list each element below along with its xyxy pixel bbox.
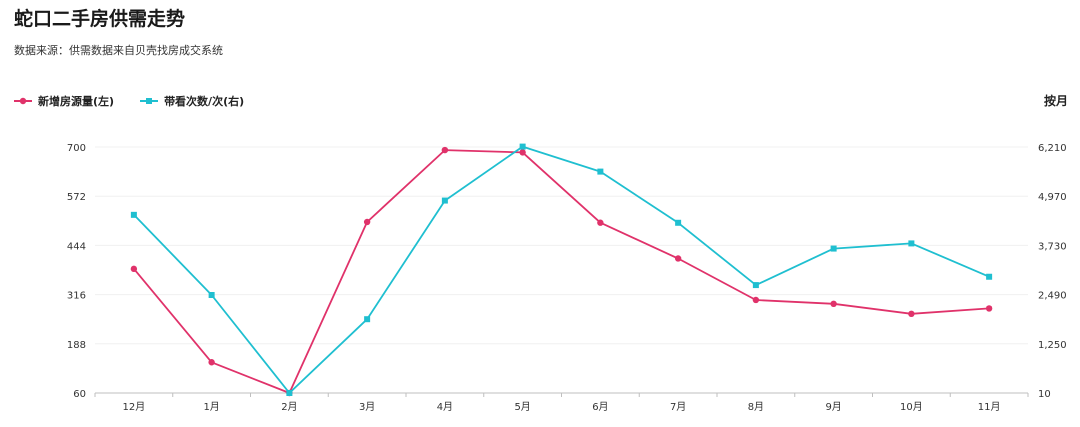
x-tick-label: 10月 (900, 401, 923, 413)
legend-swatch-viewings (140, 98, 159, 104)
data-point-listings (752, 296, 760, 304)
y-right-tick-label: 3,730 (1038, 241, 1067, 252)
y-left-tick-label: 572 (67, 192, 86, 203)
chart-title: 蛇口二手房供需走势 (14, 8, 186, 30)
legend-label-listings: 新增房源量(左) (38, 95, 115, 108)
data-point-listings (985, 305, 993, 312)
data-point-listings (597, 219, 604, 226)
data-point-listings (908, 310, 915, 318)
x-tick-label: 2月 (281, 401, 297, 413)
data-point-listings (363, 218, 371, 226)
y-left-tick-label: 60 (73, 389, 86, 400)
y-left-tick-label: 700 (67, 143, 86, 154)
data-point-viewings (208, 291, 215, 298)
period-selector[interactable]: 按月 (1043, 94, 1068, 108)
data-point-listings (208, 359, 215, 366)
x-tick-label: 12月 (123, 401, 146, 413)
legend: 新增房源量(左) 带看次数/次(右) (14, 93, 244, 109)
series-line-viewings (133, 145, 990, 394)
y-left-tick-label: 316 (67, 291, 86, 302)
data-point-viewings (519, 143, 526, 150)
data-point-viewings (675, 219, 682, 226)
x-tick-label: 11月 (978, 401, 1001, 413)
x-tick-label: 5月 (514, 401, 530, 413)
y-right-tick-label: 10 (1038, 389, 1051, 400)
series-line-listings (133, 149, 990, 394)
y-left-tick-label: 188 (67, 340, 86, 351)
x-tick-label: 6月 (592, 401, 608, 413)
data-point-listings (519, 149, 526, 156)
data-point-listings (441, 146, 449, 154)
legend-item-listings[interactable]: 新增房源量(左) (14, 93, 114, 109)
data-point-viewings (364, 316, 371, 323)
data-point-viewings (597, 168, 604, 175)
y-left-tick-label: 444 (67, 241, 86, 252)
data-point-viewings (986, 273, 993, 280)
data-point-listings (674, 255, 682, 262)
data-point-listings (830, 300, 837, 308)
y-right-tick-label: 1,250 (1038, 340, 1067, 351)
data-point-viewings (441, 197, 448, 204)
x-tick-label: 9月 (825, 401, 841, 413)
y-right-tick-label: 6,210 (1038, 143, 1067, 154)
data-point-viewings (830, 245, 837, 252)
x-tick-label: 4月 (437, 401, 453, 413)
data-point-viewings (286, 390, 293, 396)
x-tick-label: 3月 (359, 401, 375, 413)
y-right-tick-label: 4,970 (1038, 192, 1067, 203)
legend-label-viewings: 带看次数/次(右) (164, 95, 245, 108)
y-right-tick-label: 2,490 (1038, 291, 1067, 302)
x-tick-label: 8月 (748, 401, 764, 413)
data-point-listings (130, 265, 138, 273)
legend-swatch-listings (14, 97, 32, 105)
x-tick-label: 7月 (670, 401, 686, 413)
data-point-viewings (752, 282, 759, 289)
data-point-viewings (130, 211, 137, 218)
x-tick-label: 1月 (203, 401, 219, 413)
data-point-viewings (908, 240, 915, 247)
chart-subtitle: 数据来源：供需数据来自贝壳找房成交系统 (14, 44, 223, 57)
legend-item-viewings[interactable]: 带看次数/次(右) (140, 93, 244, 109)
